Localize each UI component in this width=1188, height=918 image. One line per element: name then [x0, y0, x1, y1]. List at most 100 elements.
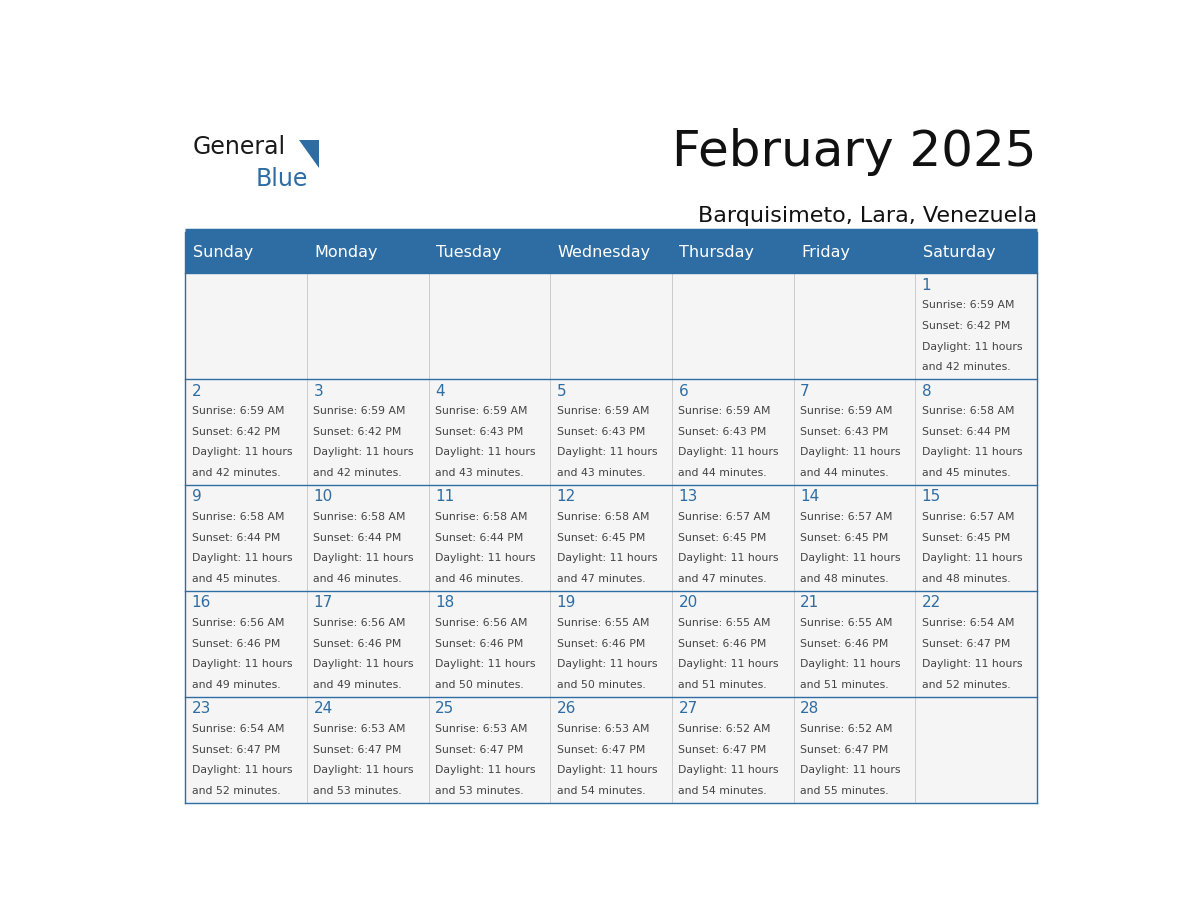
Text: 7: 7 — [800, 384, 810, 398]
Text: Sunset: 6:47 PM: Sunset: 6:47 PM — [191, 744, 280, 755]
Text: Saturday: Saturday — [923, 245, 996, 261]
Bar — [429, 232, 550, 274]
Text: and 55 minutes.: and 55 minutes. — [800, 786, 889, 796]
Bar — [794, 591, 915, 697]
Text: Sunrise: 6:59 AM: Sunrise: 6:59 AM — [678, 406, 771, 416]
Text: Daylight: 11 hours: Daylight: 11 hours — [557, 554, 657, 564]
Text: Daylight: 11 hours: Daylight: 11 hours — [678, 765, 779, 775]
Bar — [429, 486, 550, 591]
Bar — [550, 486, 672, 591]
Text: Daylight: 11 hours: Daylight: 11 hours — [314, 447, 413, 457]
Text: Daylight: 11 hours: Daylight: 11 hours — [557, 447, 657, 457]
Text: Sunset: 6:43 PM: Sunset: 6:43 PM — [678, 427, 766, 437]
Text: Daylight: 11 hours: Daylight: 11 hours — [191, 765, 292, 775]
Text: Monday: Monday — [315, 245, 378, 261]
Text: Sunrise: 6:59 AM: Sunrise: 6:59 AM — [800, 406, 892, 416]
Text: Barquisimeto, Lara, Venezuela: Barquisimeto, Lara, Venezuela — [697, 206, 1037, 226]
Text: and 50 minutes.: and 50 minutes. — [435, 680, 524, 690]
Bar — [672, 591, 794, 697]
Text: Sunrise: 6:59 AM: Sunrise: 6:59 AM — [557, 406, 650, 416]
Text: Sunrise: 6:56 AM: Sunrise: 6:56 AM — [435, 618, 527, 628]
Text: and 42 minutes.: and 42 minutes. — [191, 468, 280, 478]
Text: 8: 8 — [922, 384, 931, 398]
Text: Sunset: 6:43 PM: Sunset: 6:43 PM — [435, 427, 524, 437]
Text: Sunrise: 6:54 AM: Sunrise: 6:54 AM — [191, 724, 284, 733]
Text: Sunset: 6:46 PM: Sunset: 6:46 PM — [800, 639, 889, 649]
Text: Friday: Friday — [801, 245, 849, 261]
Text: and 47 minutes.: and 47 minutes. — [678, 574, 767, 584]
Text: Sunset: 6:42 PM: Sunset: 6:42 PM — [191, 427, 280, 437]
Bar — [915, 486, 1037, 591]
Bar — [307, 232, 429, 274]
Text: Sunrise: 6:58 AM: Sunrise: 6:58 AM — [314, 512, 406, 522]
Bar — [185, 232, 307, 274]
Text: and 48 minutes.: and 48 minutes. — [800, 574, 889, 584]
Text: and 51 minutes.: and 51 minutes. — [678, 680, 767, 690]
Text: 5: 5 — [557, 384, 567, 398]
Bar — [429, 274, 550, 379]
Text: Sunrise: 6:52 AM: Sunrise: 6:52 AM — [678, 724, 771, 733]
Text: Daylight: 11 hours: Daylight: 11 hours — [678, 447, 779, 457]
Text: Sunset: 6:45 PM: Sunset: 6:45 PM — [922, 532, 1010, 543]
Text: and 43 minutes.: and 43 minutes. — [557, 468, 645, 478]
Text: Sunset: 6:47 PM: Sunset: 6:47 PM — [678, 744, 766, 755]
Text: Daylight: 11 hours: Daylight: 11 hours — [557, 765, 657, 775]
Text: 13: 13 — [678, 489, 697, 505]
Text: Sunrise: 6:54 AM: Sunrise: 6:54 AM — [922, 618, 1015, 628]
Text: Sunrise: 6:59 AM: Sunrise: 6:59 AM — [922, 300, 1015, 310]
Text: Sunset: 6:46 PM: Sunset: 6:46 PM — [678, 639, 766, 649]
Bar — [429, 697, 550, 803]
Text: 2: 2 — [191, 384, 202, 398]
Text: Sunset: 6:45 PM: Sunset: 6:45 PM — [800, 532, 889, 543]
Text: 26: 26 — [557, 701, 576, 716]
Bar — [915, 379, 1037, 486]
Text: 21: 21 — [800, 596, 820, 610]
Bar — [550, 379, 672, 486]
Bar — [794, 379, 915, 486]
Text: 27: 27 — [678, 701, 697, 716]
Text: Sunset: 6:47 PM: Sunset: 6:47 PM — [435, 744, 524, 755]
Text: Daylight: 11 hours: Daylight: 11 hours — [314, 554, 413, 564]
Text: Daylight: 11 hours: Daylight: 11 hours — [191, 554, 292, 564]
Text: and 42 minutes.: and 42 minutes. — [314, 468, 402, 478]
Text: 6: 6 — [678, 384, 688, 398]
Text: Sunset: 6:43 PM: Sunset: 6:43 PM — [800, 427, 889, 437]
Text: Daylight: 11 hours: Daylight: 11 hours — [314, 659, 413, 669]
Text: Sunrise: 6:57 AM: Sunrise: 6:57 AM — [922, 512, 1015, 522]
Text: 15: 15 — [922, 489, 941, 505]
Text: Sunset: 6:43 PM: Sunset: 6:43 PM — [557, 427, 645, 437]
Text: Sunset: 6:42 PM: Sunset: 6:42 PM — [922, 321, 1010, 331]
Text: and 45 minutes.: and 45 minutes. — [191, 574, 280, 584]
Text: Daylight: 11 hours: Daylight: 11 hours — [557, 659, 657, 669]
Text: and 46 minutes.: and 46 minutes. — [314, 574, 402, 584]
Text: Sunrise: 6:59 AM: Sunrise: 6:59 AM — [314, 406, 406, 416]
Text: Sunrise: 6:57 AM: Sunrise: 6:57 AM — [678, 512, 771, 522]
Text: and 46 minutes.: and 46 minutes. — [435, 574, 524, 584]
Text: and 51 minutes.: and 51 minutes. — [800, 680, 889, 690]
Bar — [794, 486, 915, 591]
Text: 28: 28 — [800, 701, 820, 716]
Text: 25: 25 — [435, 701, 454, 716]
Text: Sunrise: 6:53 AM: Sunrise: 6:53 AM — [314, 724, 406, 733]
Text: Sunrise: 6:59 AM: Sunrise: 6:59 AM — [191, 406, 284, 416]
Text: and 53 minutes.: and 53 minutes. — [435, 786, 524, 796]
Bar — [915, 591, 1037, 697]
Bar — [185, 274, 307, 379]
Text: Thursday: Thursday — [680, 245, 754, 261]
Text: 11: 11 — [435, 489, 454, 505]
Bar — [672, 232, 794, 274]
Text: Sunrise: 6:55 AM: Sunrise: 6:55 AM — [800, 618, 892, 628]
Text: Daylight: 11 hours: Daylight: 11 hours — [435, 659, 536, 669]
Bar — [915, 274, 1037, 379]
Text: 14: 14 — [800, 489, 820, 505]
Text: Sunrise: 6:59 AM: Sunrise: 6:59 AM — [435, 406, 527, 416]
Text: Sunset: 6:44 PM: Sunset: 6:44 PM — [922, 427, 1010, 437]
Text: and 53 minutes.: and 53 minutes. — [314, 786, 402, 796]
Bar — [672, 379, 794, 486]
Text: Daylight: 11 hours: Daylight: 11 hours — [800, 554, 901, 564]
Text: Sunset: 6:46 PM: Sunset: 6:46 PM — [191, 639, 280, 649]
Text: Wednesday: Wednesday — [557, 245, 651, 261]
Text: Daylight: 11 hours: Daylight: 11 hours — [435, 765, 536, 775]
Text: Sunset: 6:47 PM: Sunset: 6:47 PM — [922, 639, 1010, 649]
Text: Blue: Blue — [255, 167, 308, 191]
